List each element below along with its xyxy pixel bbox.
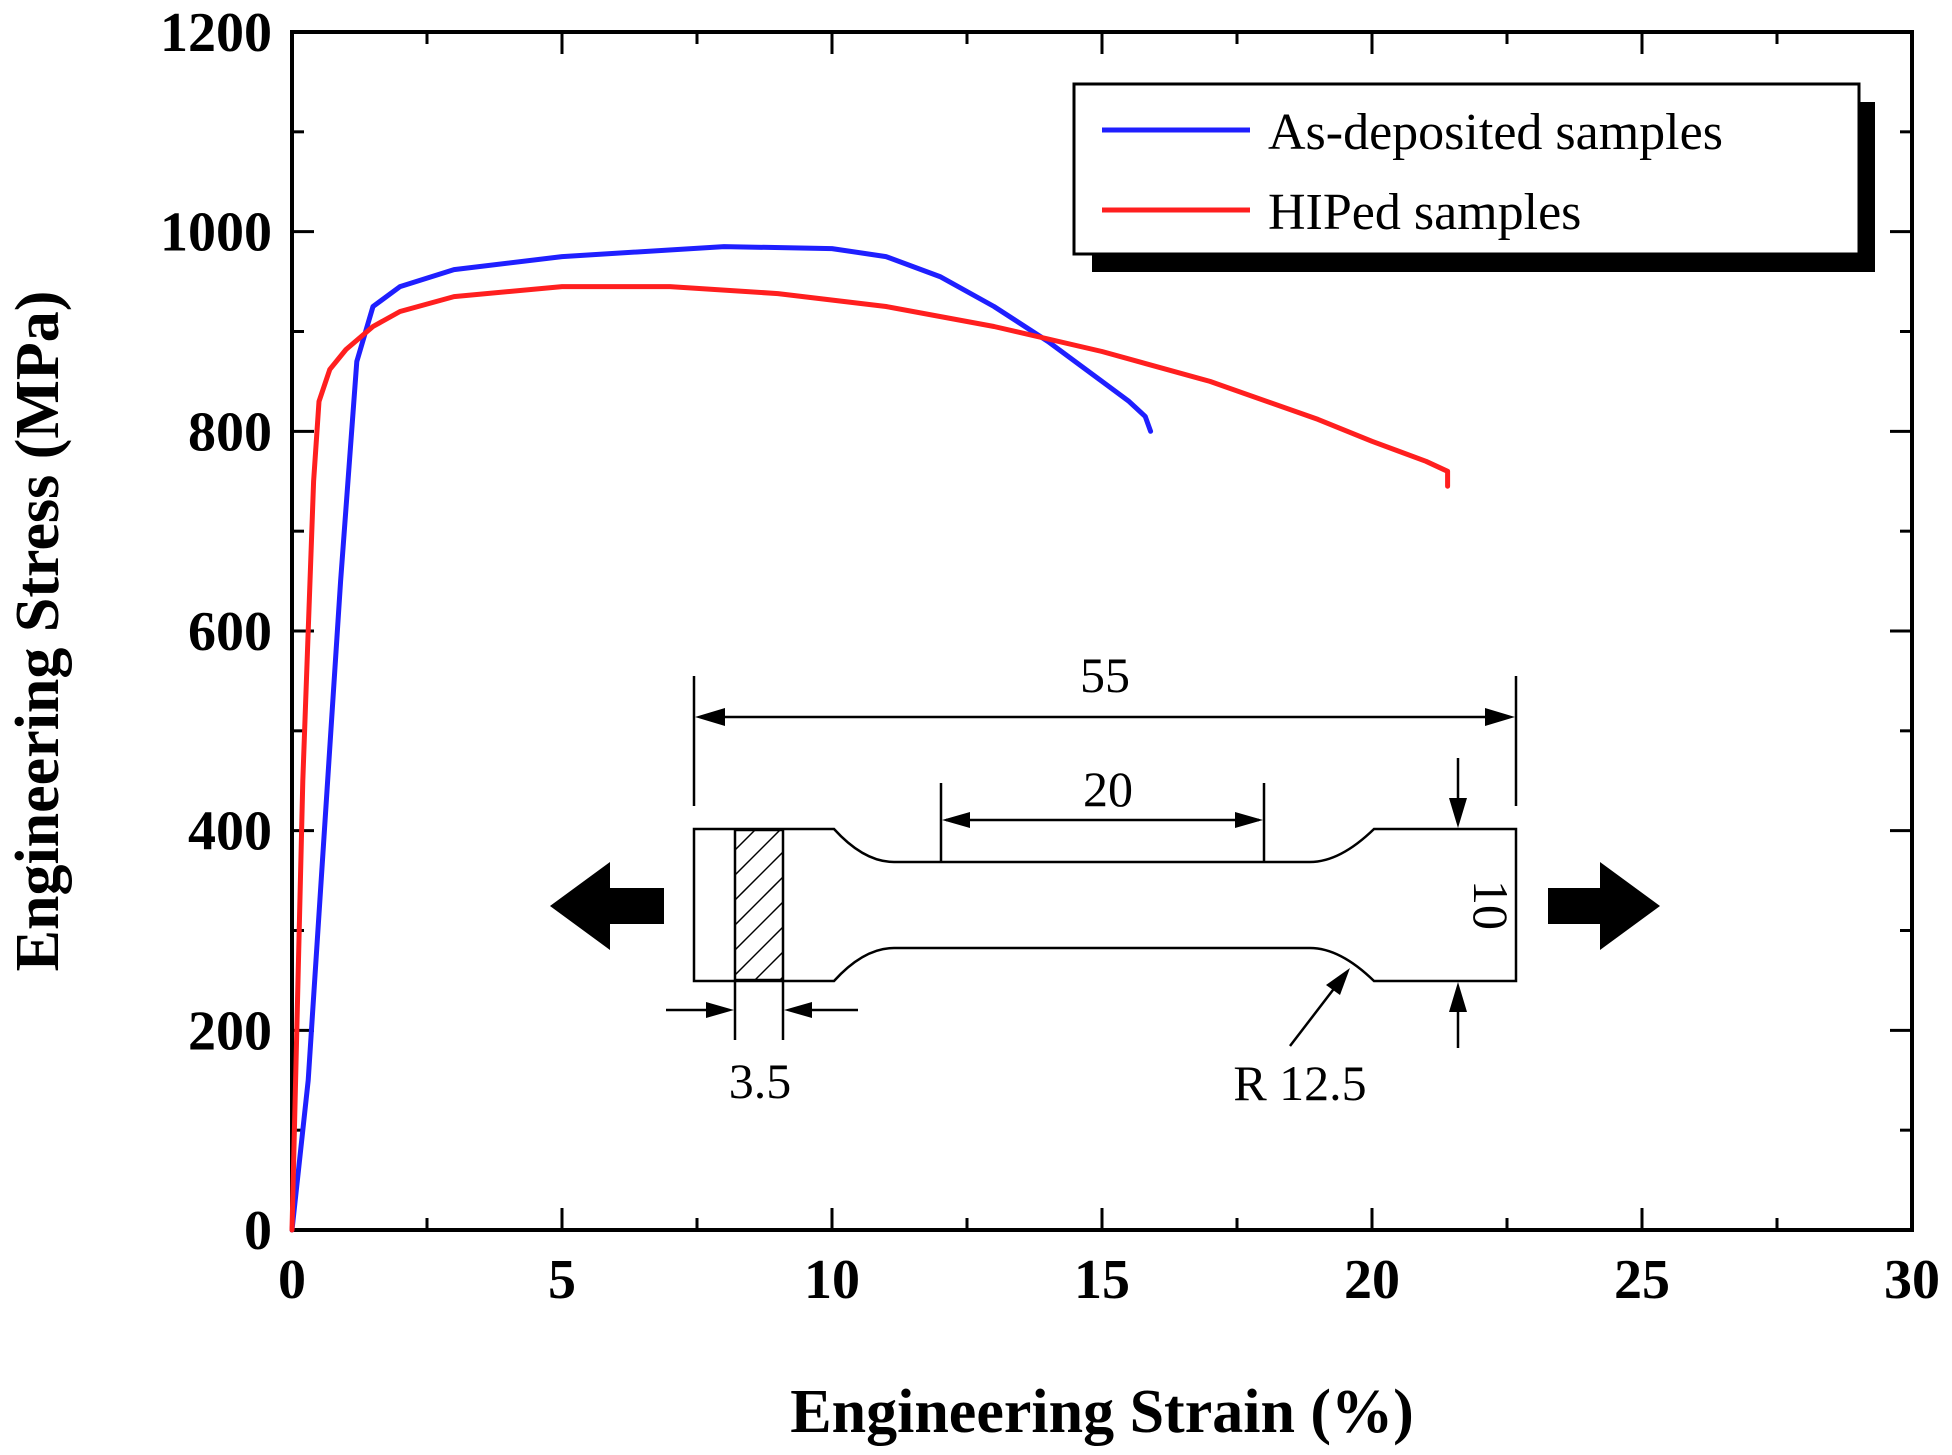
- x-tick-label: 30: [1884, 1249, 1940, 1311]
- dim-3-5-arrow-right: [784, 1002, 812, 1018]
- y-tick-label: 800: [188, 401, 272, 463]
- x-tick-label: 0: [278, 1249, 306, 1311]
- specimen-inset: 55 20 10 3.5 R 12.5: [550, 647, 1660, 1111]
- series-layer: [289, 244, 1451, 1233]
- dim-55-arrow-left: [695, 708, 725, 726]
- dim-55-arrow-right: [1485, 708, 1515, 726]
- y-axis-title: Engineering Stress (MPa): [4, 291, 72, 972]
- y-axis-ticks: 0 200 400 600 800 1000 1200: [160, 2, 1912, 1262]
- dim-10-label: 10: [1463, 880, 1519, 930]
- dim-10-bottom-arrow: [1449, 982, 1467, 1012]
- y-tick-label: 200: [188, 1000, 272, 1062]
- dim-3-5-arrow-left: [706, 1002, 734, 1018]
- x-tick-label: 15: [1074, 1249, 1130, 1311]
- x-tick-label: 25: [1614, 1249, 1670, 1311]
- legend-label-hiped: HIPed samples: [1268, 184, 1581, 241]
- x-tick-label: 5: [548, 1249, 576, 1311]
- x-axis-ticks: 0 5 10 15 20 25 30: [278, 32, 1940, 1311]
- specimen-outline: [692, 827, 1518, 983]
- y-tick-label: 600: [188, 601, 272, 663]
- y-tick-label: 1200: [160, 2, 272, 64]
- dim-3-5-label: 3.5: [729, 1053, 792, 1109]
- grip-hatch: [733, 828, 785, 982]
- radius-arrow: [1326, 968, 1350, 995]
- x-tick-label: 20: [1344, 1249, 1400, 1311]
- y-tick-label: 400: [188, 801, 272, 863]
- series-line-as-deposited-samples: [289, 244, 1154, 1233]
- series-line-hiped-samples: [289, 284, 1451, 1233]
- dim-55-label: 55: [1080, 647, 1130, 703]
- legend: As-deposited samples HIPed samples: [1072, 82, 1875, 272]
- x-axis-title: Engineering Strain (%): [790, 1378, 1413, 1446]
- radius-leader: [1289, 985, 1337, 1047]
- dim-20-arrow-right: [1235, 812, 1263, 828]
- legend-box: [1072, 82, 1861, 256]
- dim-20-label: 20: [1083, 761, 1133, 817]
- load-arrow-right: [1548, 862, 1660, 950]
- legend-label-as-deposited: As-deposited samples: [1268, 104, 1723, 161]
- load-arrow-left: [550, 862, 664, 950]
- x-tick-label: 10: [804, 1249, 860, 1311]
- radius-label: R 12.5: [1233, 1055, 1366, 1111]
- y-tick-label: 0: [244, 1200, 272, 1262]
- y-tick-label: 1000: [160, 202, 272, 264]
- dim-20-arrow-left: [942, 812, 970, 828]
- dim-10-top-arrow: [1449, 798, 1467, 828]
